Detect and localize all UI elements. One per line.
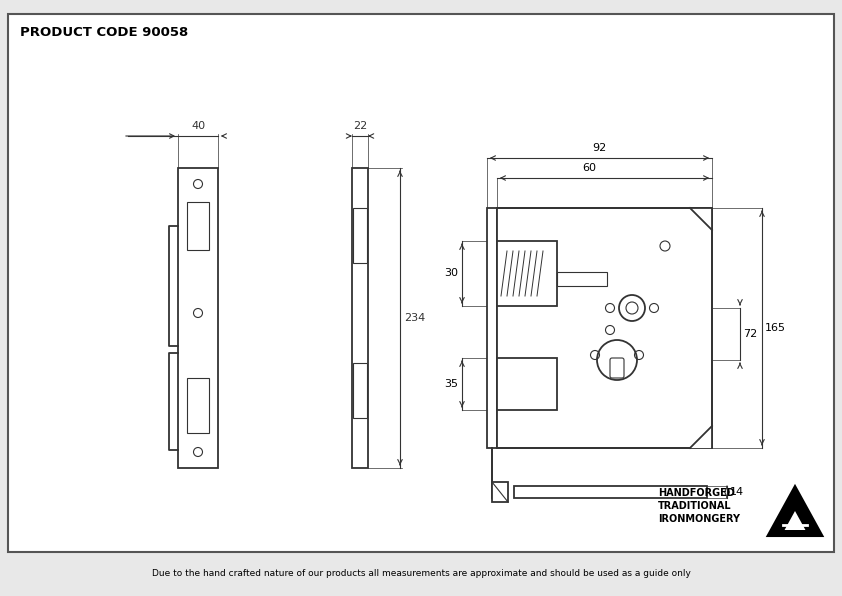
Bar: [187, 202, 209, 250]
Text: 60: 60: [583, 163, 596, 173]
Bar: [514, 486, 707, 498]
Bar: [353, 363, 367, 418]
Text: 22: 22: [353, 121, 367, 131]
Text: HANDFORGED: HANDFORGED: [658, 488, 735, 498]
Polygon shape: [690, 208, 712, 230]
Bar: [557, 272, 607, 286]
FancyBboxPatch shape: [610, 358, 624, 378]
Bar: [187, 378, 209, 433]
Text: PRODUCT CODE 90058: PRODUCT CODE 90058: [20, 26, 189, 39]
Polygon shape: [690, 426, 712, 448]
Text: Due to the hand crafted nature of our products all measurements are approximate : Due to the hand crafted nature of our pr…: [152, 570, 690, 579]
Text: 30: 30: [444, 269, 458, 278]
Bar: [497, 358, 557, 410]
Bar: [497, 208, 712, 448]
Bar: [353, 208, 367, 263]
Bar: [178, 168, 218, 468]
Bar: [352, 168, 368, 468]
Text: 35: 35: [444, 379, 458, 389]
Text: 92: 92: [593, 143, 606, 153]
Text: IRONMONGERY: IRONMONGERY: [658, 514, 740, 524]
Bar: [487, 208, 497, 448]
Text: 40: 40: [191, 121, 205, 131]
Text: 72: 72: [743, 329, 757, 339]
Text: 165: 165: [765, 323, 786, 333]
Text: 234: 234: [404, 313, 425, 323]
Text: TRADITIONAL: TRADITIONAL: [658, 501, 732, 511]
Text: 14: 14: [730, 487, 744, 497]
Bar: [497, 241, 557, 306]
Polygon shape: [785, 511, 806, 530]
Bar: [492, 482, 508, 502]
Polygon shape: [768, 486, 823, 536]
